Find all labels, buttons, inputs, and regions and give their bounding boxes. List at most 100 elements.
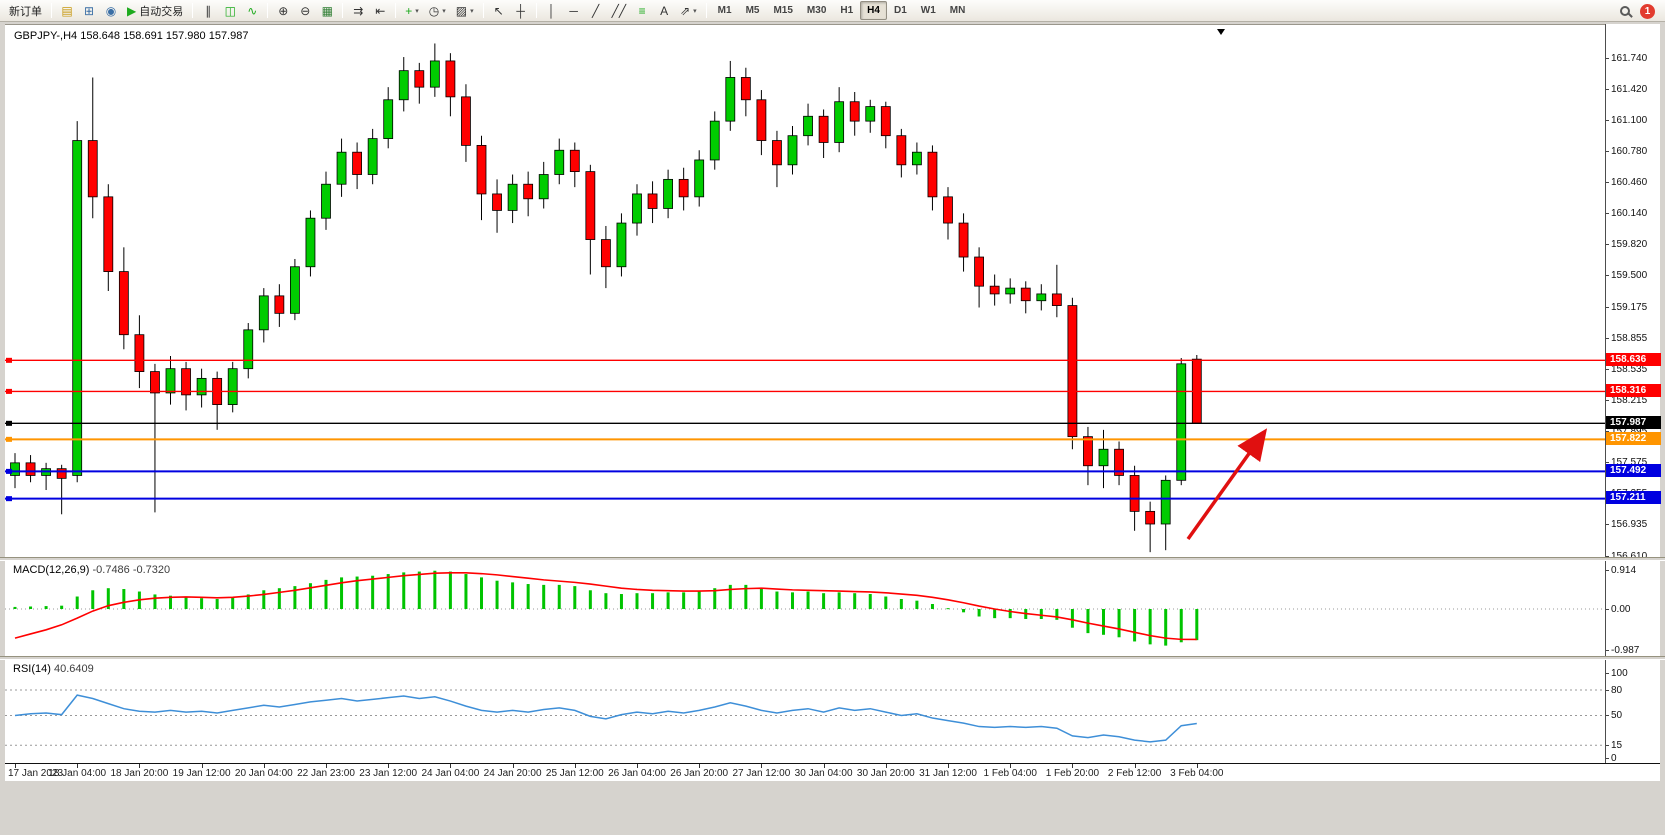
macd-panel[interactable]: MACD(12,26,9) -0.7486 -0.7320 bbox=[5, 561, 1605, 656]
macd-bar bbox=[215, 599, 219, 609]
price-line-anchor[interactable] bbox=[6, 436, 12, 442]
chevron-down-icon: ▾ bbox=[693, 7, 697, 15]
rsi-value: 40.6409 bbox=[53, 663, 94, 675]
price-tick bbox=[1606, 150, 1609, 152]
rsi-tick bbox=[1606, 744, 1609, 746]
cursor-button[interactable]: ↖ bbox=[488, 1, 510, 20]
rsi-panel[interactable]: RSI(14) 40.6409 bbox=[5, 660, 1605, 763]
vertical-line-tool-icon: │ bbox=[547, 3, 556, 18]
time-tick bbox=[388, 764, 390, 768]
price-axis-label: 159.175 bbox=[1611, 301, 1648, 313]
line-chart-button[interactable]: ∿ bbox=[241, 1, 263, 20]
vertical-line-tool-button[interactable]: │ bbox=[541, 1, 563, 20]
time-tick bbox=[574, 764, 576, 768]
timeframe-d1-button[interactable]: D1 bbox=[893, 5, 907, 16]
price-chart-panel[interactable]: GBPJPY-,H4 158.648 158.691 157.980 157.9… bbox=[5, 24, 1605, 557]
search-icon[interactable] bbox=[1620, 6, 1630, 16]
horizontal-price-lines[interactable] bbox=[5, 357, 1605, 502]
time-tick bbox=[326, 764, 327, 768]
candlestick-chart-button[interactable]: ◫ bbox=[219, 1, 241, 20]
timeframe-m5-button[interactable]: M5 bbox=[745, 5, 760, 16]
zoom-in-button[interactable]: ⊕ bbox=[272, 1, 294, 20]
candle-body bbox=[538, 174, 549, 200]
macd-bar bbox=[1008, 609, 1012, 619]
panel-separator[interactable] bbox=[0, 557, 1665, 561]
time-tick bbox=[1072, 764, 1074, 768]
indicators-button[interactable]: + ▾ bbox=[400, 1, 424, 20]
crosshair-button[interactable]: ┼ bbox=[510, 1, 532, 20]
price-tick bbox=[1606, 461, 1609, 463]
macd-bar bbox=[371, 575, 375, 609]
time-tick bbox=[512, 764, 514, 768]
macd-axis[interactable]: 0.914 0.00 -0.987 bbox=[1605, 561, 1660, 656]
autotrade-button[interactable]: ▶ 自动交易 bbox=[122, 1, 188, 20]
macd-bar bbox=[962, 609, 966, 613]
horizontal-line-tool-icon: ─ bbox=[569, 3, 578, 18]
macd-bar bbox=[1133, 609, 1137, 642]
macd-bar bbox=[946, 608, 950, 610]
notification-badge[interactable]: 1 bbox=[1640, 3, 1655, 19]
rsi-axis[interactable]: 100 80 50 15 0 bbox=[1605, 660, 1660, 764]
zoom-out-button[interactable]: ⊖ bbox=[294, 1, 316, 20]
terminal-button[interactable]: ◉ bbox=[100, 1, 122, 20]
timeframe-mn-button[interactable]: MN bbox=[949, 5, 966, 16]
candle-body bbox=[756, 99, 767, 141]
candle-body bbox=[632, 193, 642, 224]
candle-body bbox=[896, 135, 907, 166]
candlestick-chart-canvas[interactable] bbox=[5, 25, 1605, 558]
toolbar-group: ⊕ ⊖ ▦ bbox=[272, 1, 338, 21]
price-line-anchor[interactable] bbox=[6, 420, 12, 426]
fibonacci-tool-button[interactable]: ≡ bbox=[631, 1, 653, 20]
chevron-down-icon: ▾ bbox=[415, 7, 419, 15]
price-line-anchor[interactable] bbox=[6, 496, 12, 502]
toolbar-group: ▤ ⊞ ◉ ▶ 自动交易 bbox=[56, 1, 188, 21]
price-line-anchor[interactable] bbox=[6, 468, 12, 474]
tile-windows-button[interactable]: ▦ bbox=[316, 1, 338, 20]
rsi-chart-canvas[interactable] bbox=[5, 660, 1605, 763]
trendline-tool-button[interactable]: ╱ bbox=[585, 1, 607, 20]
time-tick bbox=[823, 764, 825, 768]
text-tool-button[interactable]: A bbox=[653, 1, 675, 20]
bar-chart-button[interactable]: ∥ bbox=[197, 1, 219, 20]
candle-body bbox=[958, 222, 969, 258]
new-order-button[interactable]: 新订单 bbox=[4, 1, 47, 20]
candle-body bbox=[974, 256, 984, 287]
arrow-annotation[interactable] bbox=[1186, 428, 1268, 541]
shapes-tool-button[interactable]: ⇗ ▾ bbox=[675, 1, 702, 20]
timeframe-w1-button[interactable]: W1 bbox=[920, 5, 936, 16]
time-axis[interactable]: 17 Jan 2023 18 Jan 04:00 18 Jan 20:00 19 Ja… bbox=[5, 763, 1660, 781]
time-axis-label: 20 Jan 04:00 bbox=[234, 768, 293, 779]
candle-body bbox=[461, 96, 471, 146]
scroll-to-end-marker-icon[interactable] bbox=[1217, 29, 1225, 35]
macd-bar bbox=[542, 584, 546, 609]
candles[interactable] bbox=[10, 43, 1202, 553]
candle-body bbox=[134, 334, 145, 372]
time-tick bbox=[450, 764, 452, 768]
templates-button[interactable]: ▨ ▾ bbox=[451, 1, 479, 20]
market-watch-button[interactable]: ▤ bbox=[56, 1, 78, 20]
timeframe-m15-button[interactable]: M15 bbox=[773, 5, 793, 16]
price-axis[interactable]: 161.740 161.420 161.100 160.780 160.460 160.1… bbox=[1605, 24, 1661, 562]
auto-scroll-button[interactable]: ⇉ bbox=[347, 1, 369, 20]
chart-shift-button[interactable]: ⇤ bbox=[369, 1, 391, 20]
panel-separator[interactable] bbox=[0, 656, 1665, 660]
price-line-anchor[interactable] bbox=[6, 357, 12, 363]
periods-button[interactable]: ◷ ▾ bbox=[424, 1, 451, 20]
macd-bar bbox=[526, 584, 530, 609]
horizontal-line-tool-button[interactable]: ─ bbox=[563, 1, 585, 20]
price-line-anchor[interactable] bbox=[6, 388, 12, 394]
candle-body bbox=[865, 106, 876, 122]
macd-chart-canvas[interactable] bbox=[5, 561, 1605, 656]
candle-body bbox=[787, 135, 798, 166]
toolbar-separator bbox=[342, 3, 344, 18]
channel-tool-button[interactable]: ╱╱ bbox=[607, 1, 631, 20]
timeframe-m1-button[interactable]: M1 bbox=[717, 5, 732, 16]
toolbar-group: 新订单 bbox=[4, 1, 47, 21]
timeframe-m30-button[interactable]: M30 bbox=[806, 5, 827, 16]
macd-bar bbox=[153, 594, 157, 609]
timeframe-h4-button[interactable]: H4 bbox=[860, 1, 887, 20]
timeframe-h1-button[interactable]: H1 bbox=[840, 5, 854, 16]
market-watch-icon: ▤ bbox=[61, 3, 73, 18]
time-axis-label: 2 Feb 12:00 bbox=[1107, 768, 1162, 779]
navigator-button[interactable]: ⊞ bbox=[78, 1, 100, 20]
